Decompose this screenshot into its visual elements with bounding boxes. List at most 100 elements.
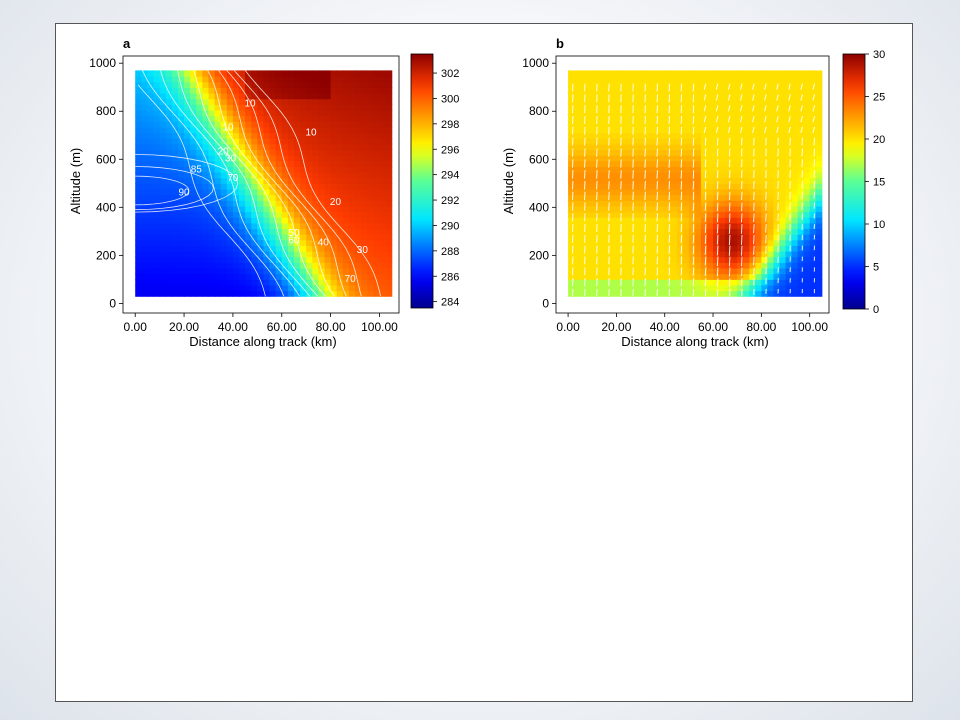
heatmap-cell — [815, 177, 823, 184]
heatmap-cell — [743, 245, 750, 252]
heatmap-cell — [300, 256, 307, 263]
wind-vector — [715, 115, 719, 123]
heatmap-cell — [373, 251, 381, 258]
heatmap-cell — [232, 92, 240, 100]
heatmap-cell — [670, 104, 678, 111]
heatmap-cell — [379, 172, 387, 179]
heatmap-cell — [153, 217, 161, 224]
heatmap-cell — [269, 115, 277, 122]
heatmap-cell — [330, 267, 338, 275]
heatmap-cell — [348, 126, 356, 134]
heatmap-cell — [640, 279, 648, 286]
heatmap-cell — [257, 155, 265, 162]
heatmap-cell — [367, 245, 374, 252]
heatmap-cell — [141, 279, 149, 286]
heatmap-cell — [293, 76, 301, 83]
heatmap-cell — [385, 262, 393, 269]
heatmap-cell — [281, 70, 289, 77]
heatmap-cell — [809, 121, 817, 128]
heatmap-cell — [184, 194, 191, 201]
heatmap-cell — [767, 149, 775, 156]
heatmap-cell — [646, 172, 654, 179]
heatmap-cell — [342, 194, 350, 201]
heatmap-cell — [306, 87, 313, 94]
heatmap-cell — [251, 262, 258, 269]
heatmap-cell — [707, 267, 714, 275]
heatmap-cell — [214, 205, 222, 213]
heatmap-cell — [568, 194, 575, 201]
heatmap-cell — [300, 183, 307, 190]
heatmap-cell — [604, 284, 611, 292]
heatmap-cell — [202, 76, 210, 83]
heatmap-cell — [214, 126, 222, 134]
heatmap-cell — [141, 166, 149, 173]
heatmap-cell — [171, 155, 179, 162]
heatmap-cell — [232, 239, 240, 246]
heatmap-cell — [616, 267, 624, 275]
heatmap-cell — [616, 81, 624, 88]
heatmap-cell — [640, 104, 648, 111]
heatmap-cell — [755, 81, 762, 88]
wind-vector — [704, 202, 707, 211]
heatmap-cell — [220, 109, 228, 117]
heatmap-cell — [676, 87, 684, 94]
heatmap-cell — [135, 115, 142, 122]
heatmap-cell — [159, 284, 167, 292]
heatmap-cell — [141, 284, 149, 292]
heatmap-cell — [165, 251, 173, 258]
heatmap-cell — [153, 109, 161, 117]
heatmap-cell — [287, 183, 295, 190]
wind-vector — [656, 170, 658, 179]
heatmap-cell — [281, 166, 289, 173]
heatmap-cell — [580, 245, 587, 252]
heatmap-cell — [232, 98, 240, 105]
heatmap-cell — [135, 267, 142, 275]
heatmap-cell — [135, 87, 142, 94]
heatmap-cell — [749, 290, 756, 297]
heatmap-cell — [791, 205, 799, 213]
heatmap-cell — [743, 98, 750, 105]
heatmap-cell — [202, 188, 210, 196]
heatmap-cell — [809, 172, 817, 179]
heatmap-cell — [749, 239, 756, 246]
heatmap-cell — [749, 121, 756, 128]
heatmap-cell — [628, 143, 636, 151]
heatmap-cell — [616, 279, 624, 286]
heatmap-cell — [652, 149, 660, 156]
heatmap-cell — [324, 98, 332, 105]
heatmap-cell — [785, 81, 793, 88]
heatmap-cell — [141, 228, 149, 235]
heatmap-cell — [318, 126, 326, 134]
heatmap-cell — [348, 115, 356, 122]
heatmap-cell — [574, 104, 581, 111]
heatmap-cell — [245, 155, 252, 162]
heatmap-cell — [196, 273, 203, 280]
heatmap-cell — [385, 228, 393, 235]
heatmap-cell — [336, 138, 344, 145]
heatmap-cell — [791, 279, 799, 286]
heatmap-cell — [263, 256, 271, 263]
heatmap-cell — [214, 155, 222, 162]
heatmap-cell — [713, 251, 720, 258]
heatmap-cell — [592, 172, 599, 179]
heatmap-cell — [245, 211, 252, 218]
heatmap-cell — [330, 205, 338, 213]
heatmap-cell — [379, 188, 387, 196]
heatmap-cell — [580, 126, 587, 134]
heatmap-cell — [767, 228, 775, 235]
heatmap-cell — [220, 172, 228, 179]
heatmap-cell — [664, 284, 672, 292]
heatmap-cell — [306, 70, 313, 77]
heatmap-cell — [682, 217, 690, 224]
heatmap-cell — [153, 126, 161, 134]
heatmap-cell — [330, 87, 338, 94]
heatmap-cell — [177, 98, 185, 105]
heatmap-cell — [287, 172, 295, 179]
heatmap-cell — [330, 222, 338, 230]
heatmap-cell — [791, 138, 799, 145]
heatmap-cell — [293, 256, 301, 263]
heatmap-cell — [761, 239, 768, 246]
heatmap-cell — [664, 81, 672, 88]
heatmap-cell — [767, 273, 775, 280]
heatmap-cell — [293, 188, 301, 196]
